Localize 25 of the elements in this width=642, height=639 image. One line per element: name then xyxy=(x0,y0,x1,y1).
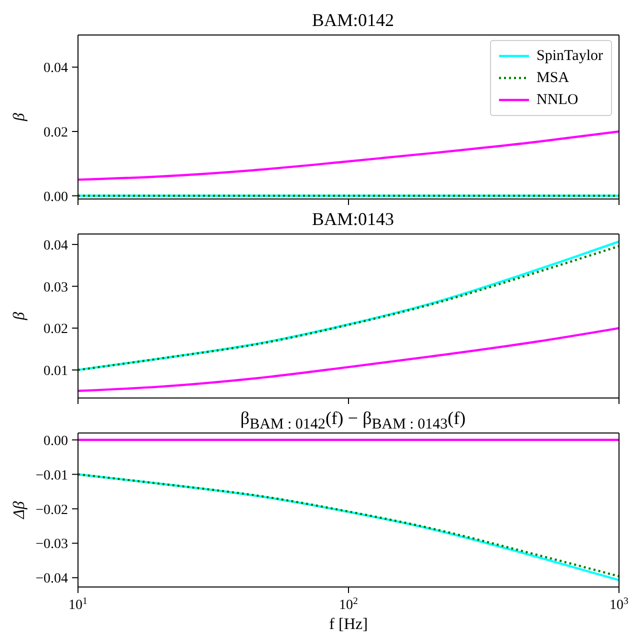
y-tick-label: −0.03 xyxy=(36,537,68,552)
x-tick-label: 10$^{1}$ xyxy=(68,596,88,613)
chart-title: BAM:0142 xyxy=(310,9,395,32)
x-tick-label: 10$^{3}$ xyxy=(610,596,629,613)
legend-label: MSA xyxy=(536,69,570,88)
y-tick-label: −0.02 xyxy=(36,502,68,518)
legend-label: SpinTaylor xyxy=(536,47,603,66)
y-tick-label: 0.03 xyxy=(44,280,68,296)
y-axis-title: Δβ xyxy=(11,501,28,520)
y-axis-title: β xyxy=(11,312,28,321)
chart-title: BAM:0143 xyxy=(310,208,395,231)
y-tick-label: 0.02 xyxy=(44,125,68,140)
x-axis-title: f [Hz] xyxy=(329,616,368,633)
y-tick-label: −0.01 xyxy=(36,468,68,484)
y-tick-label: 0.02 xyxy=(44,322,68,338)
y-tick-label: 0.01 xyxy=(44,364,68,379)
y-tick-label: 0.04 xyxy=(44,61,68,76)
y-tick-label: 0.00 xyxy=(44,190,68,205)
legend-label: NNLO xyxy=(536,91,578,110)
y-axis-title: β xyxy=(11,112,28,122)
chart-title: β$_{BAM : 0142}$(f) − β$_{BAM : 0143}$(f) xyxy=(239,407,467,433)
y-tick-label: −0.04 xyxy=(36,572,68,587)
y-tick-label: 0.04 xyxy=(44,238,68,254)
y-tick-label: 0.00 xyxy=(44,434,68,449)
x-tick-label: 10$^{2}$ xyxy=(339,596,358,613)
